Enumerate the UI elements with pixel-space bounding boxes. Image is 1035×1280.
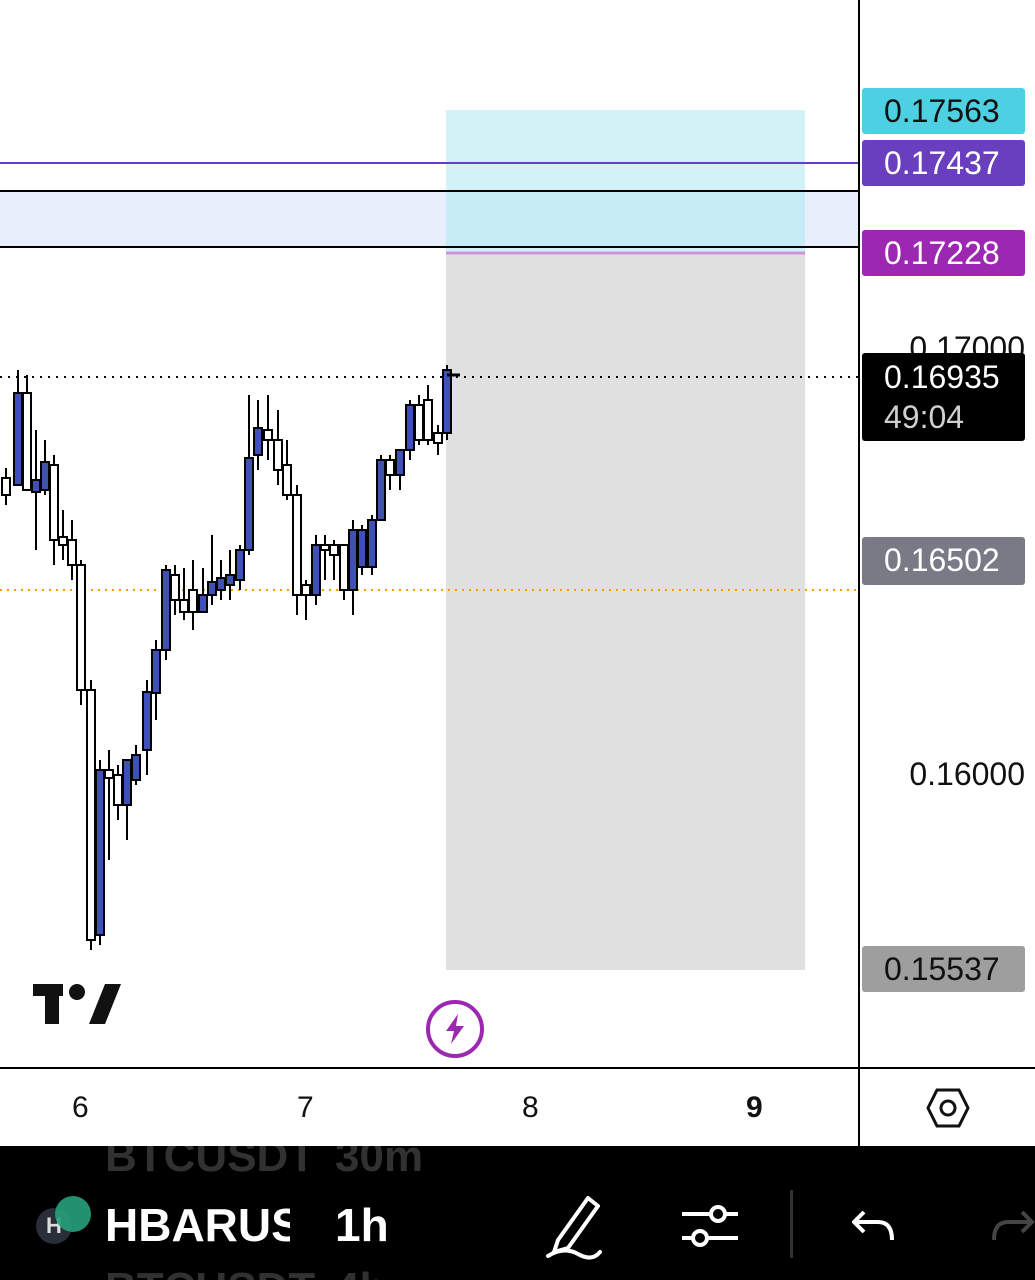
bottom-toolbar: BTCUSDT 30m BTCUSDT 4h H HBARUSDT 1h — [0, 1146, 1035, 1280]
ghost-symbol-below: BTCUSDT — [105, 1264, 315, 1280]
ghost-symbol-above: BTCUSDT — [105, 1146, 316, 1181]
candle-up — [13, 392, 23, 486]
candle-down — [1, 477, 11, 496]
candle-down — [385, 459, 395, 476]
candle-up — [235, 549, 245, 581]
chart-area[interactable] — [0, 0, 858, 1067]
price-tag-take-profit[interactable]: 0.17563 — [862, 88, 1025, 134]
candle-down — [423, 399, 433, 441]
price-tag-resistance[interactable]: 0.17437 — [862, 140, 1025, 186]
candle-down — [433, 432, 443, 444]
alert-lightning-icon[interactable] — [426, 1000, 484, 1058]
candle-up — [40, 461, 50, 491]
toolbar-divider — [790, 1190, 793, 1258]
current-price-value: 0.16935 — [884, 359, 1000, 395]
undo-icon[interactable] — [850, 1206, 896, 1246]
candle-down — [104, 769, 114, 779]
pencil-draw-icon[interactable] — [544, 1190, 606, 1262]
candle-down — [263, 429, 273, 441]
candle-up — [198, 594, 208, 613]
time-label: 8 — [522, 1091, 539, 1124]
candle-up — [376, 459, 386, 521]
candle-up — [161, 569, 171, 651]
candle-down — [86, 689, 96, 941]
candle-up — [357, 529, 367, 568]
candle-up — [95, 769, 105, 936]
candle-up — [367, 519, 377, 568]
ghost-interval-below: 4h — [335, 1264, 386, 1280]
candle-down — [301, 584, 311, 596]
candle-up — [225, 574, 235, 586]
candle-down — [49, 464, 59, 541]
price-axis[interactable]: 0.17000 0.16000 0.17563 0.17437 0.17228 … — [858, 0, 1035, 1067]
candle-up — [244, 457, 254, 551]
axis-price-label: 0.16000 — [909, 756, 1025, 792]
candle-up — [216, 577, 226, 591]
candle-up — [405, 404, 415, 451]
candle-down — [273, 439, 283, 471]
candle-down — [188, 589, 198, 613]
price-tag-stop-loss[interactable]: 0.15537 — [862, 946, 1025, 992]
candle-down — [329, 544, 339, 556]
candle-up — [311, 544, 321, 596]
price-tag-support[interactable]: 0.16502 — [862, 537, 1025, 585]
candle-up — [348, 529, 358, 591]
ghost-interval-above: 30m — [335, 1146, 424, 1181]
candle-up — [131, 754, 141, 781]
candle-up — [207, 581, 217, 596]
chart-settings-button[interactable] — [858, 1067, 1035, 1146]
interval-selector[interactable]: 1h — [335, 1199, 389, 1251]
candle-up — [253, 427, 263, 456]
candle-down — [76, 564, 86, 691]
candle-down — [170, 574, 180, 601]
redo-icon[interactable] — [990, 1206, 1035, 1246]
candles — [1, 365, 460, 950]
candle-up — [142, 691, 152, 751]
candle-down — [58, 536, 68, 546]
time-axis[interactable]: 6 7 8 9 — [0, 1067, 858, 1146]
candle-down — [67, 539, 77, 566]
candle-down — [113, 774, 123, 806]
bar-countdown: 49:04 — [884, 399, 965, 435]
candle-up — [395, 449, 405, 476]
time-label: 6 — [72, 1091, 89, 1124]
symbol-selector[interactable]: HBARUSDT — [105, 1199, 290, 1251]
candlestick-plot[interactable] — [0, 0, 858, 1067]
tradingview-logo-icon — [33, 980, 121, 1031]
settings-hexagon-icon — [926, 1088, 970, 1128]
candle-up — [122, 759, 132, 806]
candle-down — [22, 392, 32, 491]
candle-up — [442, 369, 452, 434]
candle-down — [339, 544, 349, 591]
price-tag-current[interactable]: 0.16935 49:04 — [862, 353, 1025, 441]
price-tag-entry[interactable]: 0.17228 — [862, 230, 1025, 276]
time-label: 7 — [297, 1091, 314, 1124]
stop-loss-zone[interactable] — [446, 253, 805, 970]
candle-down — [282, 464, 292, 496]
exchange-badge-icon — [55, 1196, 91, 1232]
candle-down — [292, 494, 302, 596]
candle-up — [151, 649, 161, 694]
candle-down — [320, 544, 330, 551]
candle-down — [414, 404, 424, 441]
candle-up — [31, 479, 41, 493]
take-profit-zone[interactable] — [446, 110, 805, 253]
sliders-icon[interactable] — [680, 1200, 740, 1252]
time-label: 9 — [746, 1091, 763, 1124]
candle-down — [179, 599, 189, 613]
